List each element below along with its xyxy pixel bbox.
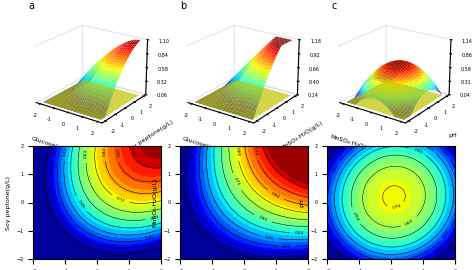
Y-axis label: MnSO₄·H₂O(g/L): MnSO₄·H₂O(g/L) [280,120,324,151]
X-axis label: MnSO₄·H₂O(g/L): MnSO₄·H₂O(g/L) [329,134,378,154]
Text: 0.63: 0.63 [84,149,89,158]
Text: 0.14: 0.14 [337,145,347,154]
Text: 0.52: 0.52 [295,231,304,235]
Text: 0.14: 0.14 [182,163,186,171]
Text: 0.24: 0.24 [442,230,450,239]
Text: 0.61: 0.61 [258,215,268,222]
Text: a: a [28,1,34,11]
Text: 0.42: 0.42 [264,235,274,240]
X-axis label: Glucose(g/L): Glucose(g/L) [30,136,70,152]
Text: 0.14: 0.14 [435,245,444,254]
Text: 0.82: 0.82 [102,147,107,156]
Text: 0.15: 0.15 [51,147,57,156]
Text: 0.06: 0.06 [61,230,71,239]
Text: 0.24: 0.24 [332,164,339,174]
Text: 0.44: 0.44 [413,147,423,155]
Text: 1.09: 1.09 [286,178,296,186]
Text: b: b [180,1,186,11]
Text: 0.34: 0.34 [63,147,68,156]
Y-axis label: pH: pH [449,133,457,138]
Text: 0.23: 0.23 [191,149,196,158]
Text: 0.74: 0.74 [392,204,401,210]
Text: 0.25: 0.25 [146,235,155,241]
Text: 0.24: 0.24 [440,148,449,157]
Text: 0.64: 0.64 [405,218,414,227]
Y-axis label: MnSO₄·H₂O(g/L): MnSO₄·H₂O(g/L) [153,178,157,227]
Text: 0.44: 0.44 [77,199,85,209]
X-axis label: Glucose(g/L): Glucose(g/L) [182,136,221,152]
Text: 0.34: 0.34 [424,144,434,153]
Y-axis label: Soy peptone(g/L): Soy peptone(g/L) [6,176,10,230]
Y-axis label: pH: pH [300,198,304,207]
Text: 0.14: 0.14 [332,237,341,247]
Text: 0.90: 0.90 [271,191,281,199]
Text: 0.33: 0.33 [282,244,291,248]
Text: 0.54: 0.54 [351,211,359,221]
Text: 0.72: 0.72 [116,196,126,203]
Text: 0.71: 0.71 [233,177,240,187]
Text: c: c [331,1,337,11]
Text: 0.04: 0.04 [323,154,331,164]
Text: 0.99: 0.99 [252,147,258,157]
Text: 0.80: 0.80 [235,147,239,156]
Text: 1.01: 1.01 [128,147,135,156]
Text: 0.04: 0.04 [446,243,456,252]
Y-axis label: Soy peptone(g/L): Soy peptone(g/L) [126,119,174,153]
Text: 0.53: 0.53 [150,215,160,221]
Text: 0.04: 0.04 [333,249,343,258]
Text: 0.91: 0.91 [114,149,119,158]
